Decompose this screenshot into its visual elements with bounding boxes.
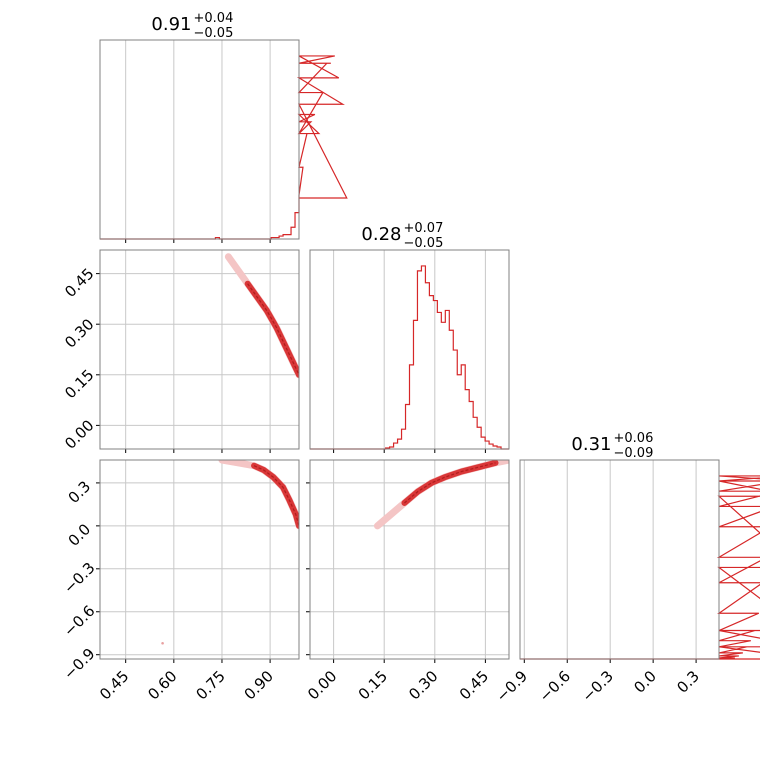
y-tick-label: 0.30: [61, 315, 97, 351]
panel-frame: [99, 39, 300, 240]
panel-frame: [99, 249, 300, 450]
scatter-panel-1-2: [96, 249, 300, 453]
y-tick-label: −0.3: [60, 559, 98, 597]
y-tick-label: 0.0: [65, 520, 95, 550]
x-tick-label: 0.0: [630, 667, 660, 697]
panel-frame: [519, 459, 720, 660]
panel-title-plus-error: +0.06: [614, 431, 654, 446]
panel-title-minus-error: −0.09: [614, 446, 654, 461]
x-tick-label: 0.15: [355, 667, 391, 703]
y-tick-label: 0.3: [65, 477, 95, 507]
density-contour-line: [247, 283, 299, 376]
panel-frame: [99, 459, 300, 660]
y-tick-label: −0.9: [60, 645, 98, 683]
x-tick-label: 0.30: [405, 667, 441, 703]
panel-frame: [309, 459, 510, 660]
x-tick-label: 0.3: [673, 667, 703, 697]
panel-title-plus-error: +0.04: [194, 11, 234, 26]
y-tick-label: 0.15: [61, 366, 97, 402]
y-tick-label: 0.45: [61, 265, 97, 301]
density-contour-line: [404, 462, 496, 504]
scatter-panel-2-3: [306, 459, 510, 663]
panel-frame: [309, 249, 510, 450]
x-tick-label: 0.75: [192, 667, 228, 703]
x-tick-label: 0.45: [96, 667, 132, 703]
panel-title-minus-error: −0.05: [194, 26, 234, 41]
x-tick-label: −0.6: [536, 667, 574, 705]
scatter-panel-1-3: [96, 459, 300, 663]
histogram-panel-1: [99, 39, 348, 243]
panel-title-value: 0.28: [361, 224, 401, 245]
panel-title-value: 0.31: [571, 434, 611, 455]
x-tick-label: −0.3: [579, 667, 617, 705]
panel-title-plus-error: +0.07: [404, 221, 444, 236]
x-tick-label: −0.9: [493, 667, 531, 705]
y-tick-label: −0.6: [60, 602, 98, 640]
y-tick-label: 0.00: [61, 416, 97, 452]
density-contour-line: [253, 465, 299, 527]
panel-title-minus-error: −0.05: [404, 236, 444, 251]
x-tick-label: 0.90: [241, 667, 277, 703]
histogram-panel-3: [519, 459, 760, 663]
outlier-point: [161, 641, 164, 645]
x-tick-label: 0.45: [456, 667, 492, 703]
panel-title-value: 0.91: [151, 14, 191, 35]
x-tick-label: 0.60: [144, 667, 180, 703]
x-tick-label: 0.00: [304, 667, 340, 703]
histogram-panel-2: [309, 249, 510, 453]
